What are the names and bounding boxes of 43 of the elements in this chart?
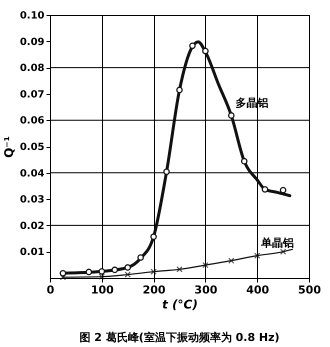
x-tick-label: 500 <box>298 284 322 296</box>
point <box>176 86 183 94</box>
y-tick-label: 0.06 <box>20 116 45 127</box>
x-tick-label: 400 <box>246 284 270 296</box>
x-axis-title: t (°C) <box>162 298 198 312</box>
text: 图 2 葛氏峰(室温下振动频率为 0.8 Hz) <box>79 331 280 344</box>
y-tick-label: 0.01 <box>20 247 45 258</box>
point <box>98 274 105 280</box>
y-tick-label: 0.10 <box>20 10 45 22</box>
point <box>254 252 260 259</box>
point <box>240 158 248 165</box>
x-tick-label: 200 <box>142 284 166 296</box>
x-tick-label: 300 <box>194 284 218 296</box>
point <box>176 266 183 272</box>
point <box>228 112 235 119</box>
y-tick-label: 0.03 <box>20 194 45 206</box>
point <box>98 268 106 275</box>
point <box>86 268 92 276</box>
point <box>137 254 144 261</box>
y-tick-label: 0.09 <box>20 36 45 48</box>
point <box>202 262 208 268</box>
point <box>124 264 131 271</box>
point <box>262 186 268 193</box>
y-tick-label: 0.04 <box>20 168 45 180</box>
point <box>228 258 234 264</box>
point <box>111 266 118 274</box>
point <box>202 48 209 54</box>
point <box>163 168 170 176</box>
point <box>189 42 196 50</box>
annotation: 单晶铝 <box>260 236 294 250</box>
point <box>150 233 157 240</box>
point <box>124 271 131 278</box>
y-tick-label: 0.07 <box>20 89 45 100</box>
point <box>150 268 157 275</box>
point <box>280 248 286 255</box>
point <box>280 186 286 194</box>
y-tick-label: 0.02 <box>20 220 45 232</box>
y-tick-label: 0.05 <box>20 142 45 153</box>
y-axis-title: Q⁻¹ <box>2 136 16 158</box>
x-tick-label: 0 <box>46 284 55 296</box>
point <box>60 274 66 280</box>
x-tick-label: 100 <box>90 284 114 296</box>
y-tick-label: 0.08 <box>20 63 45 74</box>
